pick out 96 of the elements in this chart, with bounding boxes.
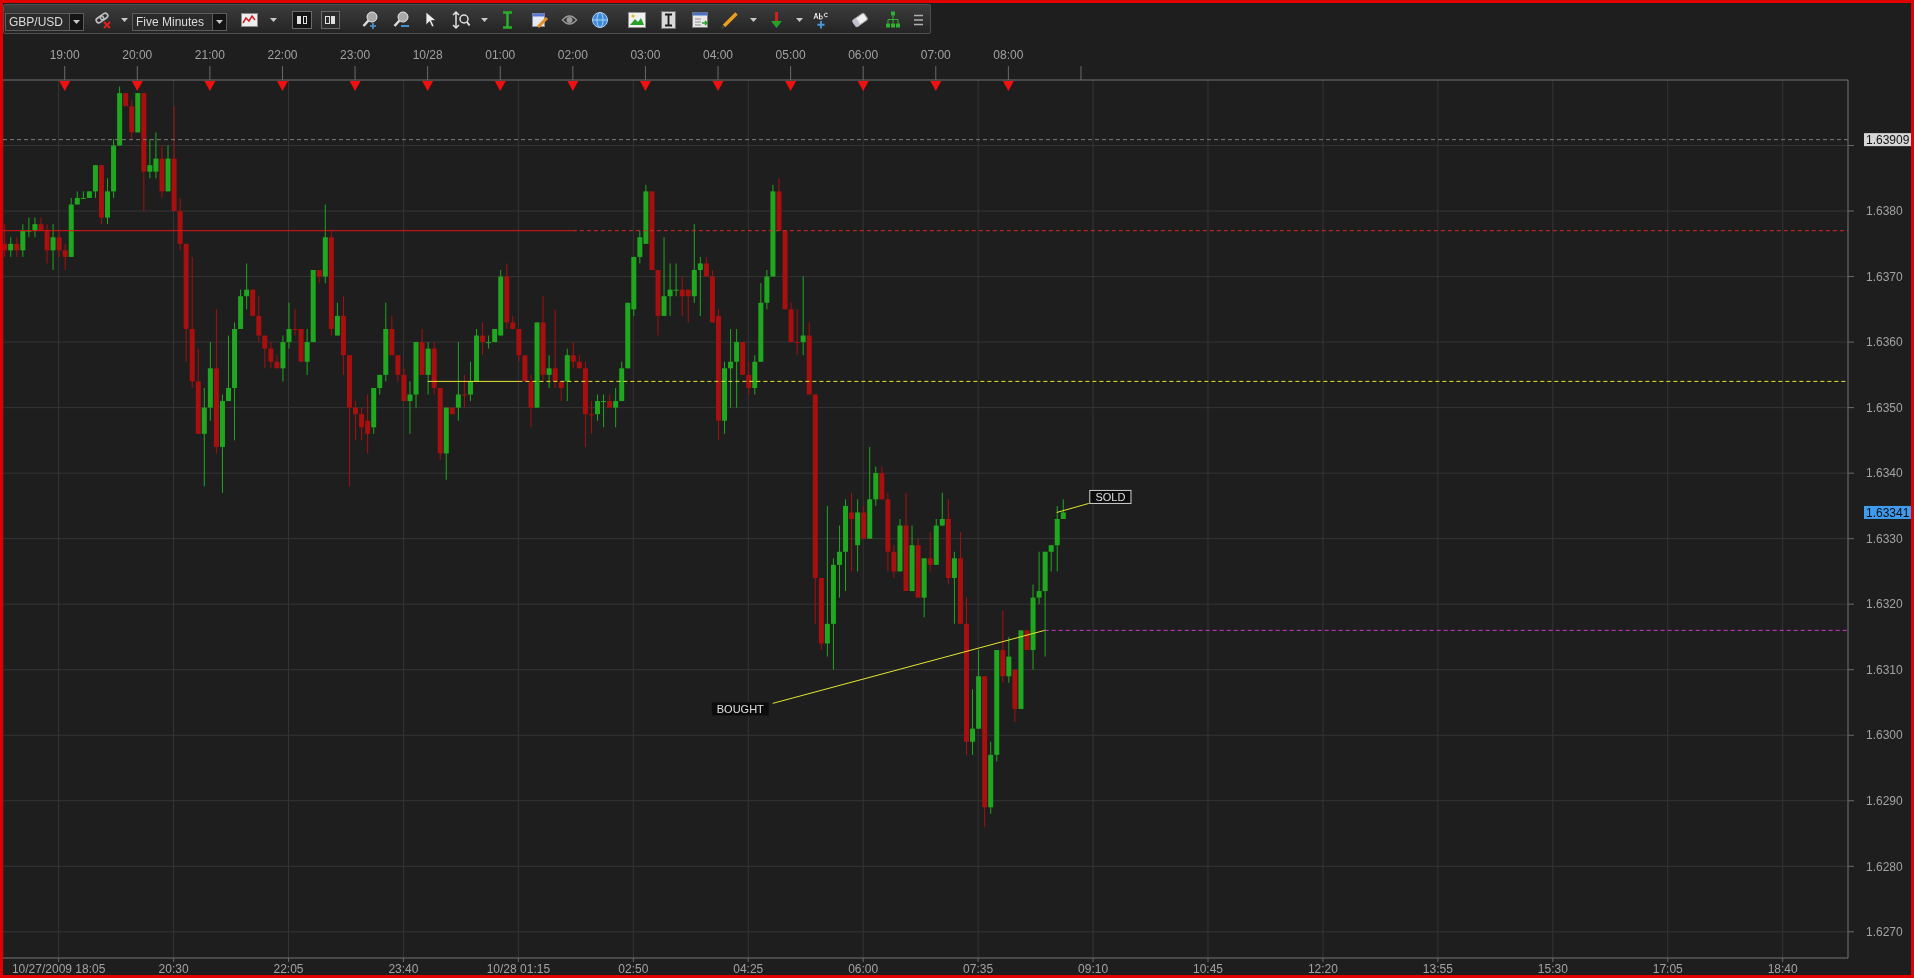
dropdown-field: Five Minutes — [132, 13, 227, 31]
x2-tick-label: 23:00 — [340, 48, 371, 62]
y-tick-label: 1.6300 — [1866, 728, 1904, 743]
x-tick-label: 04:25 — [733, 961, 764, 976]
x-tick-label: 10:45 — [1192, 961, 1224, 976]
candlestick — [44, 223, 50, 264]
x-tick-label: 18:40 — [1767, 961, 1799, 976]
candlestick — [703, 256, 709, 278]
candlestick — [546, 354, 552, 389]
candlestick — [256, 295, 262, 343]
x2-tick-label: 19:00 — [49, 48, 81, 62]
x-tick-label: 10/27/2009 18:05 — [11, 961, 106, 976]
x2-tick-label: 01:00 — [485, 48, 516, 62]
y-tick-label: 1.6290 — [1866, 794, 1904, 809]
candlestick — [746, 361, 752, 396]
candlestick — [951, 551, 957, 625]
candlestick — [32, 217, 38, 238]
candlestick — [56, 230, 62, 258]
candlestick — [480, 321, 486, 356]
x2-tick-label: 03:00 — [630, 48, 661, 62]
chart-title: GBP/USD — [9, 14, 64, 30]
annotation: BOUGHT — [716, 702, 765, 715]
x-tick-label: 17:05 — [1652, 961, 1684, 976]
y-tick-label: 1.6360 — [1866, 335, 1904, 350]
candlestick — [824, 505, 830, 658]
x2-tick-label: 20:00 — [122, 48, 153, 62]
candlestick — [794, 308, 800, 356]
candlestick — [244, 262, 250, 310]
candlestick — [62, 243, 68, 271]
x2-tick-label: 21:00 — [194, 48, 226, 62]
x2-tick-label: 07:00 — [920, 48, 952, 62]
candlestick — [395, 354, 401, 382]
x2-tick-label: 22:00 — [267, 48, 298, 62]
x2-tick-label: 04:00 — [703, 48, 734, 62]
candlestick — [1048, 544, 1054, 572]
candlestick — [262, 335, 268, 369]
x-tick-label: 23:40 — [388, 961, 419, 976]
x-tick-label: 10/28 01:15 — [486, 961, 551, 976]
candlestick — [407, 380, 413, 435]
candlestick — [268, 341, 274, 369]
candlestick — [304, 328, 310, 376]
candlestick — [226, 335, 232, 402]
y-tick-label: 1.6370 — [1866, 269, 1904, 284]
x-tick-label: 09:10 — [1078, 961, 1109, 976]
annotation: SOLD — [1095, 490, 1126, 503]
x-tick-label: 02:50 — [618, 961, 649, 976]
x-tick-label: 20:30 — [158, 961, 189, 976]
x2-tick-label: 02:00 — [557, 48, 589, 62]
candlestick — [613, 387, 619, 428]
candlestick — [927, 531, 933, 572]
candlestick — [286, 302, 292, 350]
y-tick-label: 1.6320 — [1866, 597, 1904, 612]
y-tick-label: 1.6270 — [1866, 925, 1904, 940]
candlestick — [467, 361, 473, 402]
x2-tick-label: 08:00 — [993, 48, 1024, 62]
x-tick-label: 13:55 — [1422, 961, 1454, 976]
candlestick — [970, 688, 976, 756]
x-tick-label: 22:05 — [273, 961, 304, 976]
x-tick-label: 12:20 — [1307, 961, 1339, 976]
candlestick — [1006, 636, 1012, 684]
candlestick — [939, 492, 945, 527]
x-tick-label: 07:35 — [963, 961, 994, 976]
candlestick — [274, 354, 280, 369]
x2-tick-label: 05:00 — [775, 48, 806, 62]
chart-subtitle: Five Minutes — [136, 14, 205, 30]
candlestick — [552, 308, 558, 389]
candlestick — [8, 236, 14, 258]
candlestick — [849, 492, 855, 572]
candlestick — [353, 400, 359, 441]
candlestick — [50, 223, 56, 271]
y-tick-label: 1.6340 — [1866, 466, 1904, 481]
candlestick — [734, 328, 740, 409]
y-tick-label: 1.6350 — [1866, 400, 1904, 415]
dropdown-field: GBP/USD — [5, 13, 84, 31]
y-tick-label: 1.6380 — [1866, 204, 1904, 219]
x2-tick-label: 10/28 — [412, 48, 443, 62]
candlestick — [661, 236, 667, 317]
candlestick — [461, 374, 467, 409]
y-tick-label: 1.6280 — [1866, 859, 1904, 874]
candlestick — [891, 544, 897, 579]
y-tick-label: 1.6310 — [1866, 662, 1904, 677]
x-tick-label: 06:00 — [848, 961, 879, 976]
candlestick — [836, 525, 842, 599]
candlestick — [486, 335, 492, 350]
candlestick — [588, 400, 594, 435]
candlestick — [570, 341, 576, 369]
candlestick — [334, 302, 340, 337]
x2-tick-label: 06:00 — [848, 48, 879, 62]
y-tick-label: 1.6330 — [1866, 531, 1904, 546]
candlestick — [800, 276, 806, 356]
candlestick — [455, 341, 461, 422]
candlestick — [1036, 551, 1042, 605]
x-tick-label: 15:30 — [1537, 961, 1569, 976]
candlestick — [697, 256, 703, 317]
candlestick — [14, 236, 20, 258]
candlestick — [728, 328, 734, 409]
